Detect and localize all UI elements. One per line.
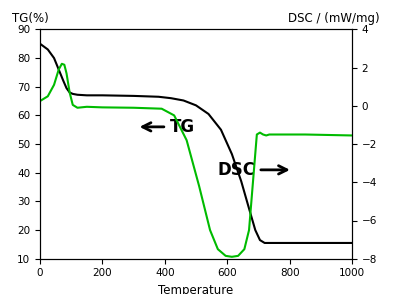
- Text: DSC / (mW/mg): DSC / (mW/mg): [288, 12, 380, 25]
- X-axis label: Temperature: Temperature: [158, 284, 234, 294]
- Text: TG: TG: [143, 118, 195, 136]
- Text: DSC: DSC: [217, 161, 287, 179]
- Text: TG(%): TG(%): [12, 12, 49, 25]
